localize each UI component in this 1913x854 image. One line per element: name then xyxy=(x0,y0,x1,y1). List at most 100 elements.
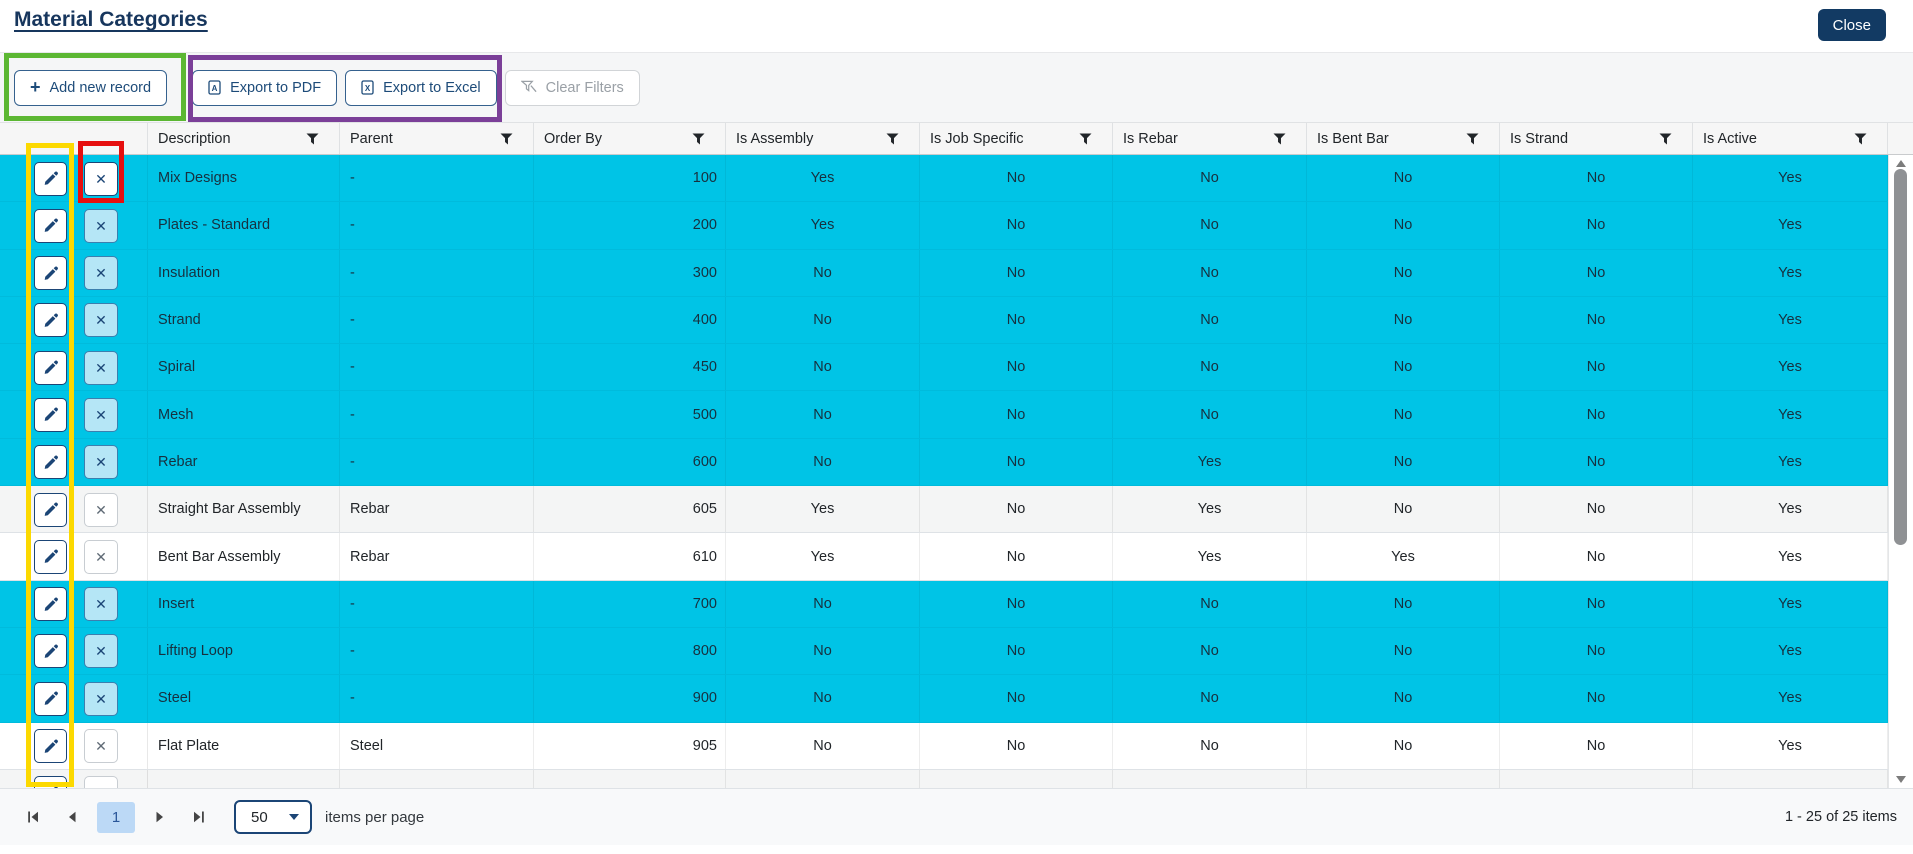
delete-row-button[interactable]: ✕ xyxy=(84,161,118,196)
cell-is-job-specific: No xyxy=(920,344,1113,391)
clear-filters-label: Clear Filters xyxy=(545,79,624,96)
cell-order-by: 300 xyxy=(534,249,726,296)
delete-row-button[interactable]: ✕ xyxy=(84,397,118,432)
edit-row-button[interactable] xyxy=(34,539,67,574)
page-size-value: 50 xyxy=(251,808,268,826)
cell-description: Lifting Loop xyxy=(148,627,340,675)
delete-row-button[interactable]: ✕ xyxy=(84,776,118,788)
cell-is-bent-bar: No xyxy=(1307,627,1500,675)
filter-icon[interactable] xyxy=(692,132,705,145)
cell-order-by: 605 xyxy=(534,486,726,533)
x-icon: ✕ xyxy=(95,596,107,613)
edit-row-button[interactable] xyxy=(34,776,67,788)
edit-row-button[interactable] xyxy=(34,492,67,527)
filter-icon[interactable] xyxy=(1854,132,1867,145)
delete-row-button[interactable]: ✕ xyxy=(84,729,118,764)
edit-row-button[interactable] xyxy=(34,445,67,480)
edit-row-button[interactable] xyxy=(34,681,67,716)
close-button[interactable]: Close xyxy=(1817,9,1886,41)
cell-is-strand: No xyxy=(1500,438,1693,486)
filter-icon[interactable] xyxy=(886,132,899,145)
add-new-record-button[interactable]: + Add new record xyxy=(14,69,168,106)
cell-description: Strand xyxy=(148,296,340,344)
delete-row-button[interactable]: ✕ xyxy=(84,303,118,338)
cell-is-rebar: No xyxy=(1113,580,1307,627)
pencil-icon xyxy=(44,455,58,469)
edit-row-button[interactable] xyxy=(34,350,67,385)
row-actions: ✕ xyxy=(0,533,148,580)
row-actions: ✕ xyxy=(0,722,148,769)
x-icon: ✕ xyxy=(95,265,107,282)
pencil-icon xyxy=(44,644,58,658)
delete-row-button[interactable]: ✕ xyxy=(84,587,118,622)
cell-is-assembly: No xyxy=(726,296,920,344)
filter-icon[interactable] xyxy=(1466,132,1479,145)
edit-row-button[interactable] xyxy=(34,397,67,432)
filter-icon[interactable] xyxy=(1659,132,1672,145)
edit-row-button[interactable] xyxy=(34,634,67,669)
edit-row-button[interactable] xyxy=(34,729,67,764)
filter-icon[interactable] xyxy=(500,132,513,145)
edit-row-button[interactable] xyxy=(34,587,67,622)
cell-is-strand: No xyxy=(1500,486,1693,533)
scrollbar-thumb[interactable] xyxy=(1894,169,1907,545)
page-1-button[interactable]: 1 xyxy=(97,801,135,833)
cell-order-by: 400 xyxy=(534,296,726,344)
cell-description xyxy=(148,769,340,788)
plus-icon: + xyxy=(30,76,41,97)
cell-order-by: 700 xyxy=(534,580,726,627)
export-to-pdf-button[interactable]: A Export to PDF xyxy=(192,69,338,106)
filter-icon[interactable] xyxy=(306,132,319,145)
column-header-label: Is Job Specific xyxy=(930,130,1024,147)
cell-is-strand: No xyxy=(1500,344,1693,391)
delete-row-button[interactable]: ✕ xyxy=(84,350,118,385)
cell-is-job-specific: No xyxy=(920,486,1113,533)
cell-is-bent-bar: No xyxy=(1307,486,1500,533)
pencil-icon xyxy=(44,218,58,233)
cell-is-job-specific xyxy=(920,769,1113,788)
edit-row-button[interactable] xyxy=(34,303,67,338)
previous-page-button[interactable] xyxy=(61,806,83,828)
scroll-down-button[interactable] xyxy=(1896,776,1906,783)
first-page-button[interactable] xyxy=(22,806,44,828)
delete-row-button[interactable]: ✕ xyxy=(84,681,118,716)
cell-is-assembly: No xyxy=(726,249,920,296)
cell-order-by xyxy=(534,769,726,788)
pencil-icon xyxy=(44,739,58,753)
cell-is-rebar xyxy=(1113,769,1307,788)
delete-row-button[interactable]: ✕ xyxy=(84,445,118,480)
delete-row-button[interactable]: ✕ xyxy=(84,256,118,291)
cell-parent: Rebar xyxy=(340,486,534,533)
filter-icon[interactable] xyxy=(1079,132,1092,145)
clear-filters-button[interactable]: Clear Filters xyxy=(504,69,640,106)
page-size-select[interactable]: 50 xyxy=(234,800,312,834)
cell-is-rebar: No xyxy=(1113,675,1307,722)
last-page-button[interactable] xyxy=(188,806,210,828)
cell-description: Mesh xyxy=(148,391,340,438)
cell-is-assembly: No xyxy=(726,580,920,627)
next-page-button[interactable] xyxy=(149,806,171,828)
delete-row-button[interactable]: ✕ xyxy=(84,634,118,669)
filter-icon[interactable] xyxy=(1273,132,1286,145)
cell-is-active: Yes xyxy=(1693,486,1888,533)
cell-is-strand: No xyxy=(1500,722,1693,769)
edit-row-button[interactable] xyxy=(34,161,67,196)
delete-row-button[interactable]: ✕ xyxy=(84,492,118,527)
edit-row-button[interactable] xyxy=(34,256,67,291)
cell-is-assembly: No xyxy=(726,675,920,722)
cell-parent: Steel xyxy=(340,722,534,769)
scroll-up-button[interactable] xyxy=(1896,160,1906,167)
delete-row-button[interactable]: ✕ xyxy=(84,208,118,243)
delete-row-button[interactable]: ✕ xyxy=(84,539,118,574)
row-actions: ✕ xyxy=(0,249,148,296)
vertical-scrollbar[interactable] xyxy=(1888,155,1913,788)
cell-description: Spiral xyxy=(148,344,340,391)
edit-row-button[interactable] xyxy=(34,208,67,243)
cell-is-strand: No xyxy=(1500,249,1693,296)
page-title: Material Categories xyxy=(14,8,208,31)
cell-is-strand: No xyxy=(1500,155,1693,202)
row-actions: ✕ xyxy=(0,675,148,722)
export-to-excel-button[interactable]: X Export to Excel xyxy=(345,69,497,106)
cell-parent: - xyxy=(340,155,534,202)
